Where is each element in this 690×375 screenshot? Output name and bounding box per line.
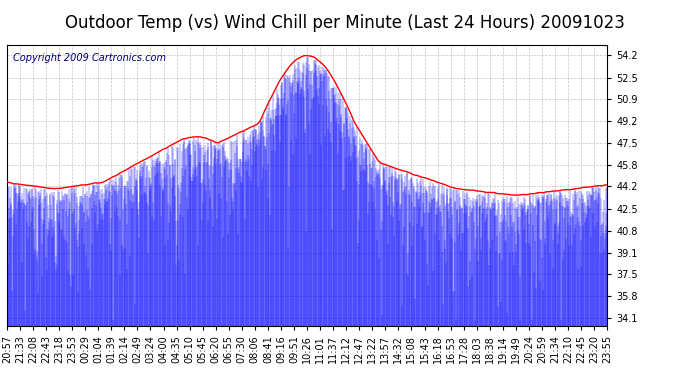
Text: Copyright 2009 Cartronics.com: Copyright 2009 Cartronics.com <box>13 54 166 63</box>
Text: Outdoor Temp (vs) Wind Chill per Minute (Last 24 Hours) 20091023: Outdoor Temp (vs) Wind Chill per Minute … <box>65 13 625 32</box>
